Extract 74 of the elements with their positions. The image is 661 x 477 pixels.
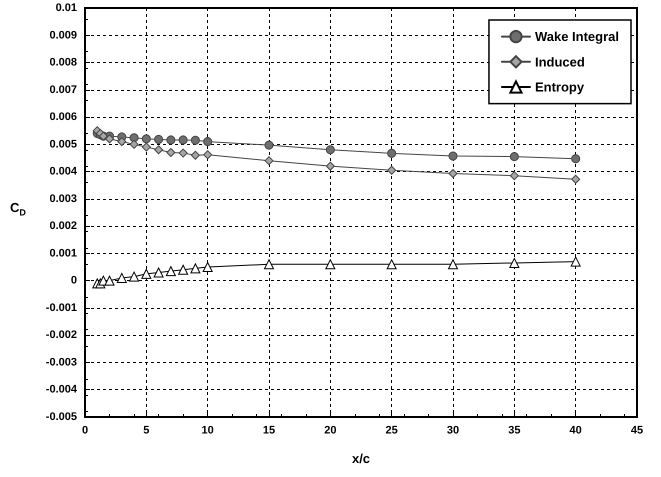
point <box>104 276 115 286</box>
point <box>129 272 140 282</box>
x-tick-label: 40 <box>570 424 582 436</box>
y-tick-label: 0.002 <box>49 220 77 232</box>
point <box>154 134 164 144</box>
y-tick-label: 0 <box>70 274 77 287</box>
point <box>141 268 152 279</box>
x-axis-title: x/c <box>352 451 370 466</box>
legend-label: Entropy <box>534 80 585 94</box>
x-tick-label: 45 <box>630 424 644 436</box>
x-tick-label: 5 <box>143 424 150 436</box>
y-tick-label: -0.003 <box>46 356 77 368</box>
y-tick-label: 0.006 <box>49 111 77 124</box>
y-tick-label: 0.007 <box>49 84 77 96</box>
point <box>509 258 520 268</box>
point <box>142 142 151 152</box>
point <box>178 264 188 275</box>
point <box>326 145 335 154</box>
point <box>264 156 274 166</box>
point <box>178 148 188 158</box>
point <box>570 256 581 267</box>
point <box>190 136 200 145</box>
y-tick-label: -0.002 <box>46 329 77 342</box>
x-tick-label: 30 <box>446 424 460 436</box>
point <box>325 259 336 270</box>
point <box>571 154 580 164</box>
point <box>387 148 396 158</box>
point <box>117 137 126 146</box>
y-tick-label: 0.004 <box>49 166 78 178</box>
point <box>130 140 139 149</box>
point <box>203 137 212 146</box>
point <box>203 150 212 160</box>
y-tick-label: 0.008 <box>49 56 77 69</box>
point <box>105 134 114 144</box>
point <box>166 266 176 276</box>
point <box>190 150 200 160</box>
y-tick-label: 0.005 <box>49 138 77 150</box>
point <box>510 171 519 180</box>
point <box>154 145 164 154</box>
point <box>190 263 200 274</box>
point <box>264 140 274 150</box>
point <box>154 267 164 278</box>
point <box>326 162 335 171</box>
y-tick-label: -0.001 <box>46 302 77 314</box>
point <box>448 152 458 161</box>
y-tick-label: 0.009 <box>49 29 77 42</box>
legend-label: Wake Integral <box>534 29 620 44</box>
x-tick-label: 15 <box>262 424 276 436</box>
point <box>448 169 458 178</box>
point <box>142 134 151 144</box>
point <box>166 135 176 144</box>
point <box>202 262 213 272</box>
x-tick-label: 20 <box>324 424 336 436</box>
x-tick-label: 0 <box>82 424 88 436</box>
point <box>166 148 176 158</box>
x-tick-label: 35 <box>508 424 520 436</box>
x-tick-label: 25 <box>386 424 398 436</box>
point <box>264 259 274 270</box>
point <box>116 272 127 283</box>
y-tick-label: -0.004 <box>46 384 78 396</box>
legend-label: Induced <box>534 54 585 70</box>
y-tick-label: 0.003 <box>49 192 77 205</box>
point <box>571 174 580 184</box>
y-tick-label: -0.005 <box>46 411 77 423</box>
point <box>448 259 458 270</box>
point <box>386 259 397 270</box>
point <box>387 166 396 175</box>
y-tick-label: 0.001 <box>49 247 77 260</box>
y-tick-label: 0.01 <box>56 2 77 14</box>
y-axis-title: C$_{D}$ <box>10 200 26 218</box>
point <box>510 152 519 162</box>
point <box>178 135 188 144</box>
point <box>130 133 139 142</box>
x-tick-label: 10 <box>202 424 214 436</box>
